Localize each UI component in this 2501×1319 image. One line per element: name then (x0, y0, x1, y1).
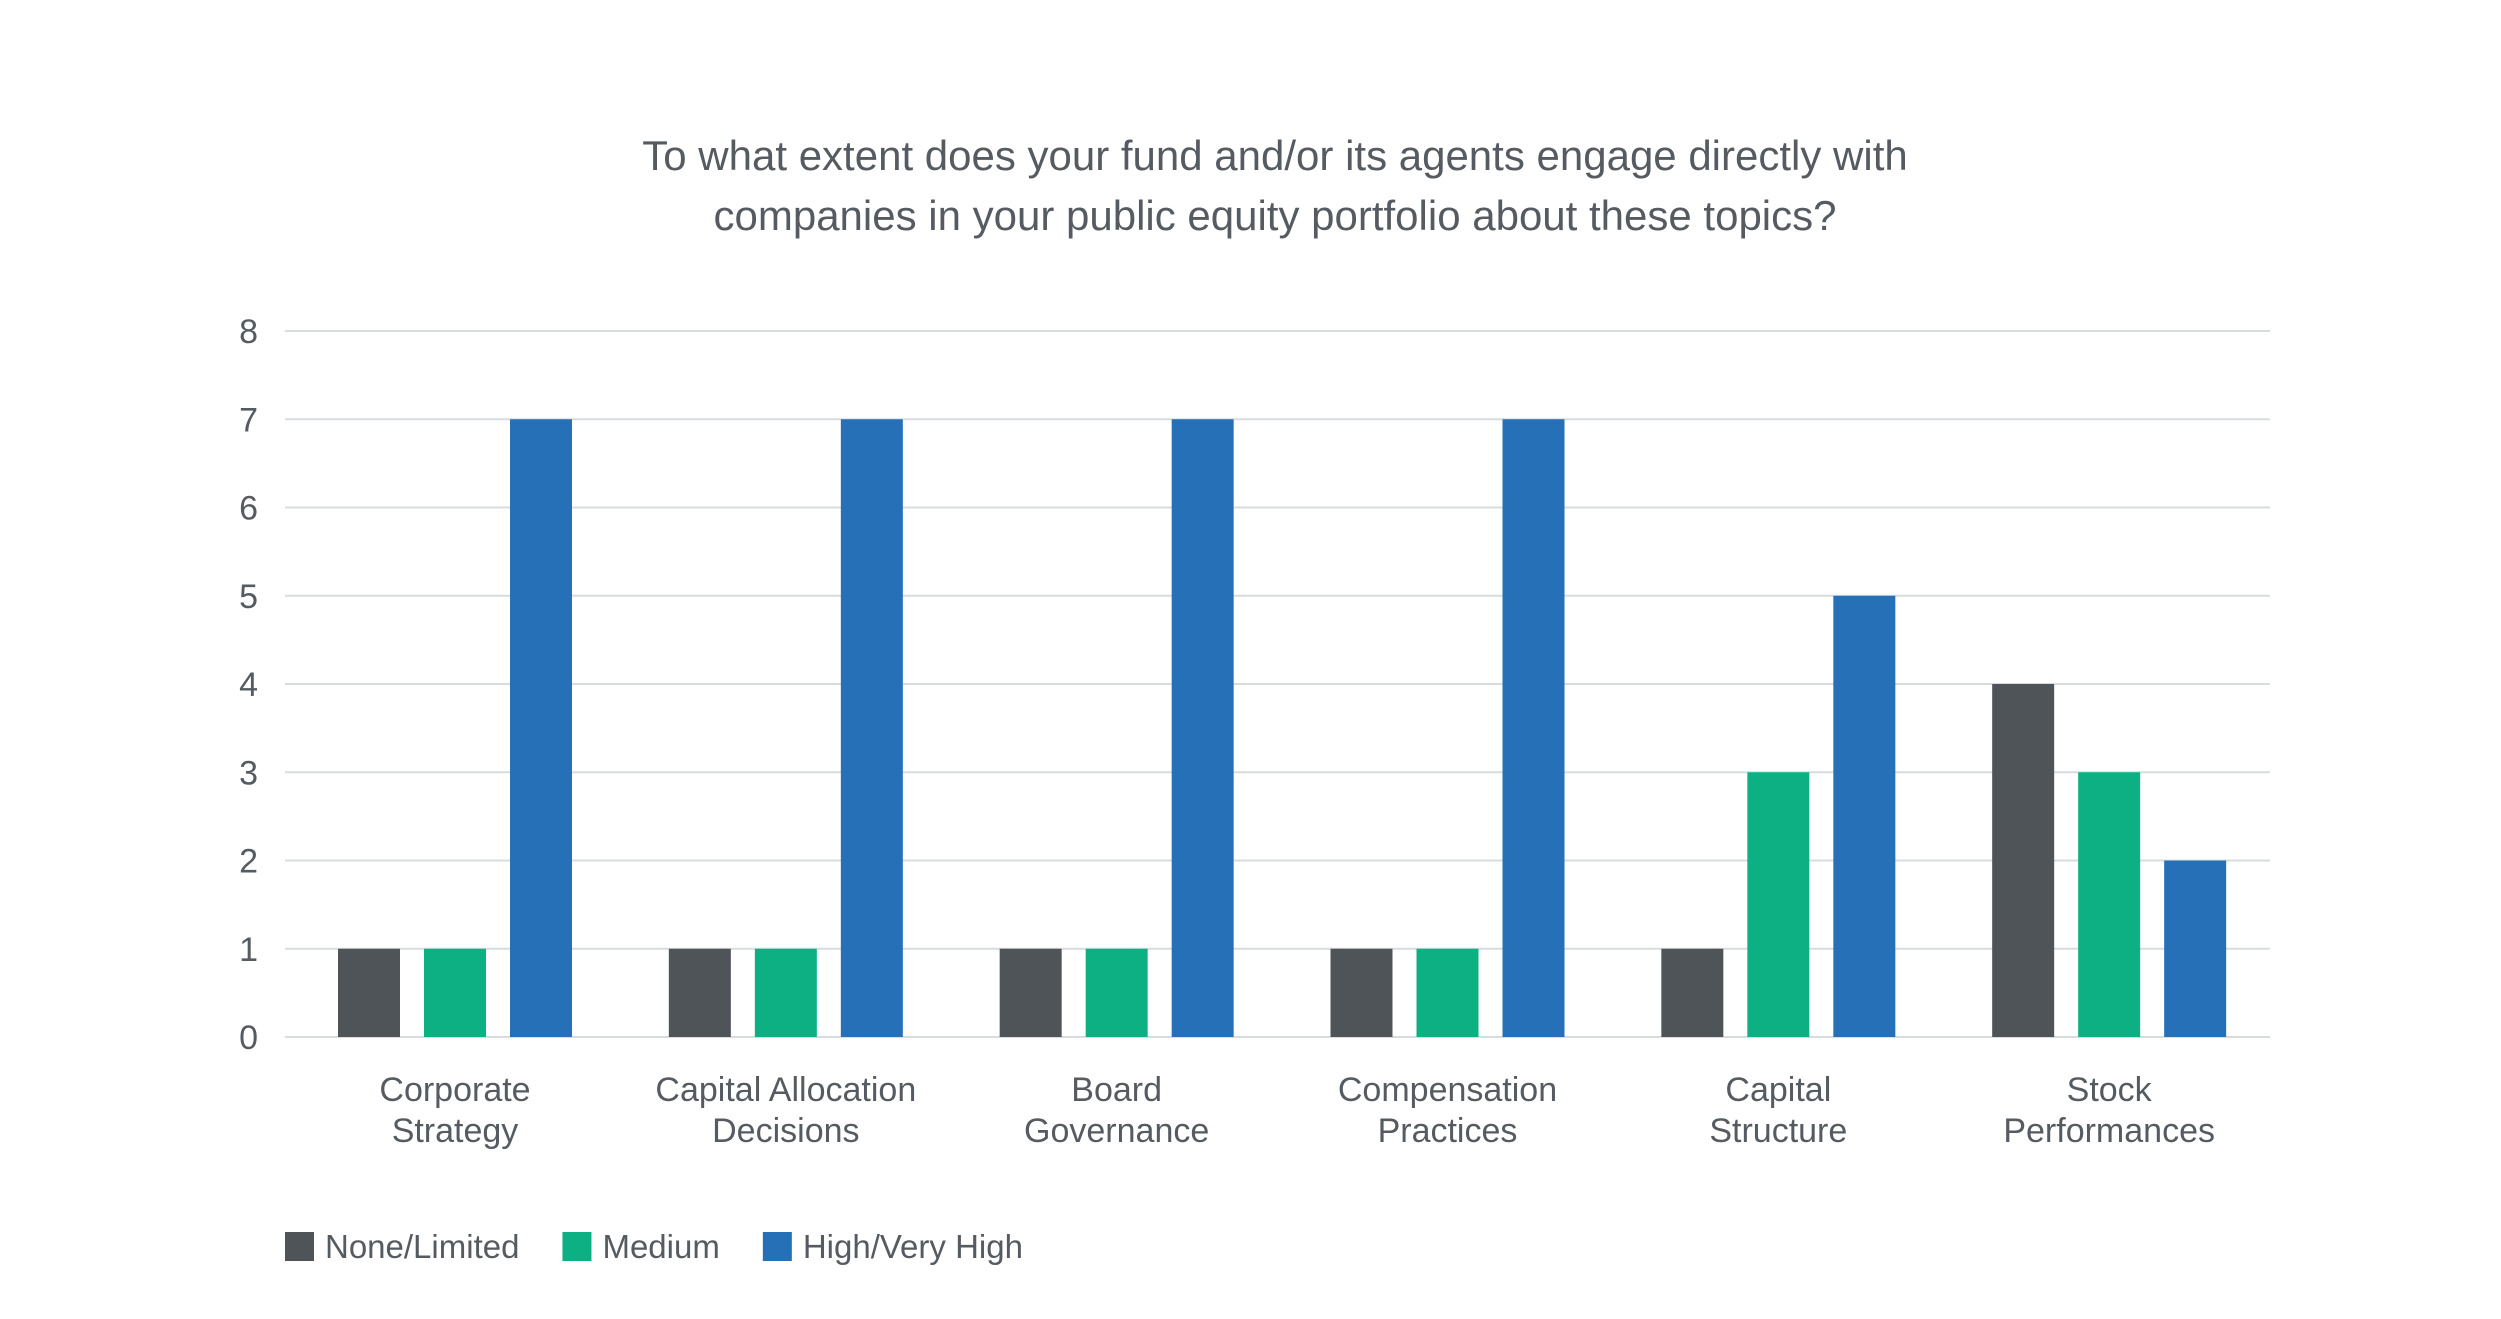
category-label: Capital Allocation Decisions (655, 1071, 916, 1150)
legend: None/Limited Medium High/Very High (285, 1228, 1023, 1265)
chart-title-line-1: To what extent does your fund and/or its… (642, 132, 1907, 179)
y-tick-label: 5 (239, 578, 258, 616)
y-tick-label: 4 (239, 666, 258, 704)
y-axis-ticks: 0 1 2 3 4 5 6 7 8 (239, 313, 258, 1057)
x-axis-categories: Corporate Strategy Capital Allocation Decis… (379, 1071, 2215, 1150)
chart-title: To what extent does your fund and/or its… (642, 132, 1907, 239)
category-label: Board Governance (1024, 1071, 1209, 1150)
y-tick-label: 8 (239, 313, 258, 351)
bar (1747, 772, 1810, 1037)
chart-title-line-2: companies in your public equity portfoli… (713, 192, 1836, 239)
bar (754, 948, 817, 1037)
bar (2164, 860, 2227, 1037)
y-tick-label: 6 (239, 490, 258, 528)
bar (999, 948, 1062, 1037)
bar (510, 419, 572, 1037)
bar (424, 948, 486, 1037)
legend-item: High/Very High (762, 1228, 1023, 1265)
y-tick-label: 0 (239, 1019, 258, 1057)
bar (1171, 419, 1234, 1037)
legend-label: None/Limited (325, 1228, 519, 1265)
bar (1085, 948, 1148, 1037)
bar (1330, 948, 1393, 1037)
y-tick-label: 7 (239, 401, 258, 439)
y-tick-label: 1 (239, 931, 258, 969)
legend-item: None/Limited (285, 1228, 519, 1265)
bar (1661, 948, 1724, 1037)
legend-swatch (562, 1232, 592, 1261)
category-label: Stock Performances (2003, 1071, 2215, 1150)
y-tick-label: 3 (239, 754, 258, 792)
category-label: Compensation Practices (1338, 1071, 1557, 1150)
legend-label: High/Very High (803, 1228, 1023, 1265)
legend-item: Medium (562, 1228, 720, 1265)
bar (1992, 684, 2055, 1037)
bar (668, 948, 731, 1037)
legend-label: Medium (602, 1228, 719, 1265)
bar (1416, 948, 1479, 1037)
y-tick-label: 2 (239, 843, 258, 881)
gridlines (285, 330, 2270, 1038)
legend-swatch (285, 1232, 314, 1261)
category-label: Corporate Strategy (379, 1071, 530, 1150)
category-label: Capital Structure (1709, 1071, 1847, 1150)
bar (1502, 419, 1565, 1037)
bar (840, 419, 903, 1037)
bars (338, 419, 2227, 1037)
legend-swatch (762, 1232, 792, 1261)
bar (2078, 772, 2141, 1037)
bar (338, 948, 400, 1037)
bar (1833, 595, 1896, 1037)
